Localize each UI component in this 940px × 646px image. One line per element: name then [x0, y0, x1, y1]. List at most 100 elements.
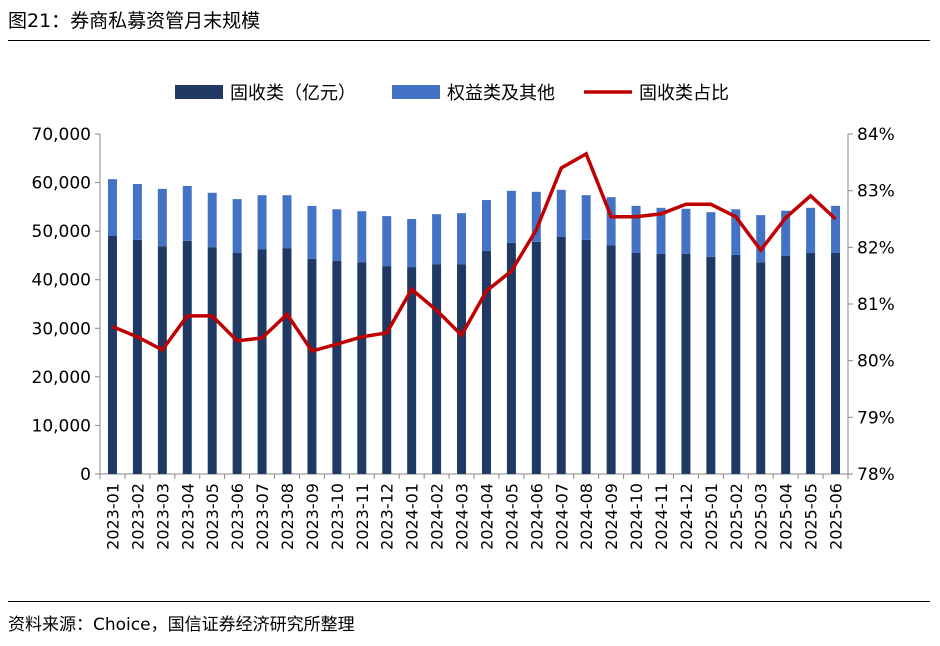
legend-label: 固收类占比 [639, 83, 729, 104]
bar-equity-other [556, 189, 566, 237]
bar-equity-other [631, 205, 641, 253]
bar-equity-other [606, 197, 616, 246]
x-tick-label: 2023-06 [228, 483, 247, 550]
source-divider [8, 601, 930, 602]
bar-fixed-income [182, 240, 192, 474]
right-tick-label: 82% [857, 238, 895, 258]
x-tick-label: 2024-07 [552, 483, 571, 550]
x-tick-label: 2024-03 [453, 483, 472, 550]
x-tick-label: 2023-01 [103, 483, 122, 550]
bar-equity-other [806, 207, 816, 253]
bar-equity-other [107, 179, 117, 236]
right-tick-label: 80% [857, 352, 895, 372]
bar-fixed-income [481, 251, 491, 474]
figure-title: 图21：券商私募资管月末规模 [8, 10, 261, 32]
ratio-line [111, 151, 837, 354]
bar-fixed-income [207, 247, 217, 474]
x-tick-label: 2024-05 [502, 483, 521, 550]
bar-equity-other [207, 192, 217, 248]
bar-equity-other [581, 195, 591, 240]
bar-equity-other [132, 184, 142, 240]
left-tick-label: 70,000 [32, 125, 91, 145]
x-tick-label: 2025-05 [802, 483, 821, 550]
x-tick-label: 2023-05 [203, 483, 222, 550]
bar-fixed-income [107, 236, 117, 474]
bar-fixed-income [132, 239, 142, 474]
bar-equity-other [731, 209, 741, 255]
x-tick-label: 2024-02 [428, 483, 447, 550]
left-tick-label: 40,000 [32, 271, 91, 291]
bar-fixed-income [731, 254, 741, 474]
bar-equity-other [382, 216, 392, 267]
x-tick-label: 2023-12 [378, 483, 397, 550]
x-tick-label: 2023-10 [328, 483, 347, 550]
x-tick-label: 2025-02 [727, 483, 746, 550]
right-tick-label: 78% [857, 465, 895, 485]
bar-fixed-income [407, 267, 417, 474]
x-tick-label: 2024-04 [477, 483, 496, 550]
x-tick-label: 2024-09 [602, 483, 621, 550]
x-tick-label: 2023-04 [178, 483, 197, 550]
bar-fixed-income [232, 253, 242, 474]
right-tick-label: 83% [857, 182, 895, 202]
bar-fixed-income [257, 249, 267, 474]
bar-fixed-income [581, 239, 591, 474]
right-tick-label: 84% [857, 125, 895, 145]
legend-label: 固收类（亿元） [230, 83, 356, 104]
x-tick-label: 2023-03 [153, 483, 172, 550]
title-divider [8, 40, 930, 41]
source-note: 资料来源：Choice，国信证券经济研究所整理 [8, 615, 355, 635]
bar-fixed-income [157, 246, 167, 474]
bar-equity-other [781, 210, 791, 256]
x-tick-label: 2025-06 [827, 483, 846, 550]
right-tick-label: 79% [857, 408, 895, 428]
bar-equity-other [457, 213, 467, 265]
bar-fixed-income [781, 255, 791, 474]
bar-equity-other [257, 195, 267, 250]
x-tick-label: 2025-01 [702, 483, 721, 550]
x-tick-label: 2023-09 [303, 483, 322, 550]
bar-equity-other [681, 208, 691, 254]
legend-swatch-fixed-income [175, 85, 223, 99]
bar-fixed-income [307, 258, 317, 474]
bar-fixed-income [806, 253, 816, 474]
x-tick-label: 2023-11 [353, 483, 372, 550]
bar-fixed-income [656, 253, 666, 474]
bar-equity-other [531, 191, 541, 242]
bar-fixed-income [706, 256, 716, 474]
left-tick-label: 10,000 [32, 416, 91, 436]
bar-fixed-income [432, 264, 442, 474]
bar-fixed-income [606, 245, 616, 474]
bar-equity-other [157, 188, 167, 247]
x-tick-label: 2024-10 [627, 483, 646, 550]
x-tick-label: 2024-01 [403, 483, 422, 550]
bar-equity-other [307, 205, 317, 259]
bar-equity-other [432, 214, 442, 265]
bar-equity-other [407, 219, 417, 268]
bar-equity-other [481, 200, 491, 252]
x-tick-label: 2024-06 [527, 483, 546, 550]
left-tick-label: 50,000 [32, 222, 91, 242]
bar-fixed-income [382, 266, 392, 474]
left-tick-label: 0 [80, 465, 91, 485]
bar-equity-other [506, 190, 516, 243]
left-tick-label: 20,000 [32, 368, 91, 388]
x-tick-label: 2023-02 [128, 483, 147, 550]
bar-equity-other [232, 199, 242, 253]
x-tick-label: 2025-03 [752, 483, 771, 550]
bar-equity-other [656, 207, 666, 254]
bar-fixed-income [681, 253, 691, 474]
x-tick-label: 2023-08 [278, 483, 297, 550]
bar-fixed-income [332, 260, 342, 474]
bar-equity-other [357, 211, 367, 263]
bar-fixed-income [756, 262, 766, 474]
chart: 0 10,000 20,000 30,000 40,000 50,000 60,000 70,… [32, 83, 895, 550]
bar-equity-other [332, 209, 342, 261]
x-tick-label: 2025-04 [777, 483, 796, 550]
bar-fixed-income [282, 248, 292, 474]
bar-fixed-income [531, 241, 541, 474]
left-tick-label: 60,000 [32, 174, 91, 194]
x-tick-label: 2023-07 [253, 483, 272, 550]
bar-fixed-income [357, 262, 367, 474]
legend-label: 权益类及其他 [447, 83, 555, 104]
